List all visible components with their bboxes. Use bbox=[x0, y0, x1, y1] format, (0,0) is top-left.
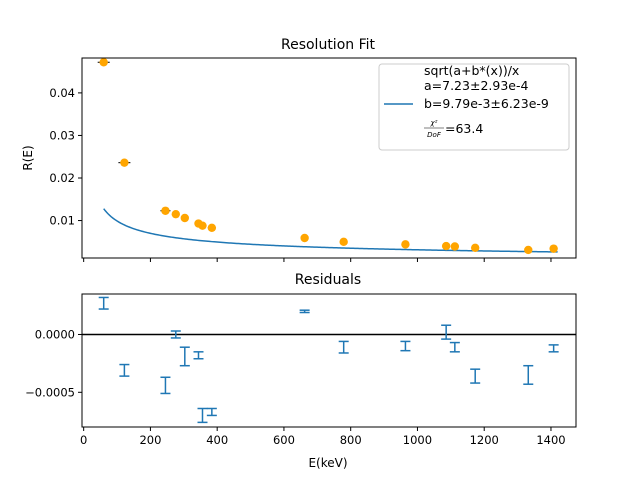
residuals-axes-frame bbox=[81, 293, 577, 428]
fit-y-axis-label: R(E) bbox=[21, 145, 35, 170]
residuals-x-tick-label: 0 bbox=[80, 433, 87, 447]
fit-y-tick-label: 0.02 bbox=[49, 171, 75, 185]
fit-legend: sqrt(a+b*(x))/x a=7.23±2.93e-4 b=9.79e-3… bbox=[378, 63, 570, 151]
measurement-point bbox=[450, 242, 460, 251]
residuals-title: Residuals bbox=[295, 272, 361, 288]
residuals-panel: Residuals E(keV) 0.0000 −0.0005 0 200 400 60… bbox=[25, 272, 577, 470]
measurement-point bbox=[99, 58, 108, 67]
measurement-point bbox=[441, 241, 451, 251]
measurement-point bbox=[300, 233, 309, 243]
measurement-point bbox=[470, 243, 480, 252]
measurement-point bbox=[401, 240, 410, 249]
measurement-point bbox=[549, 244, 558, 253]
residuals-x-axis-label: E(keV) bbox=[308, 456, 347, 470]
residuals-y-tick-label: 0.0000 bbox=[35, 327, 75, 341]
residuals-x-tick-label: 600 bbox=[273, 433, 295, 447]
measurement-point bbox=[198, 221, 207, 230]
residuals-x-tick-label: 800 bbox=[340, 433, 362, 447]
legend-param-a: a=7.23±2.93e-4 bbox=[424, 78, 528, 93]
fit-curve-line bbox=[103, 208, 558, 253]
measurement-point bbox=[120, 158, 129, 167]
legend-chi-value: =63.4 bbox=[445, 121, 483, 136]
measurement-point bbox=[171, 209, 180, 219]
legend-box bbox=[378, 63, 570, 151]
fit-y-tick-label: 0.04 bbox=[49, 86, 75, 100]
residuals-x-tick-label: 400 bbox=[206, 433, 228, 447]
legend-chi-denominator: DoF bbox=[427, 131, 442, 139]
measurement-point bbox=[161, 206, 170, 215]
measurement-point bbox=[339, 237, 348, 247]
residuals-x-tick-label: 1000 bbox=[403, 433, 432, 447]
legend-chi-numerator: χ² bbox=[430, 119, 438, 127]
residuals-y-tick-label: −0.0005 bbox=[25, 385, 75, 399]
residuals-x-tick-label: 200 bbox=[139, 433, 161, 447]
measurement-point bbox=[180, 213, 190, 223]
residuals-x-ticks: 0 200 400 600 800 1000 1200 1400 bbox=[80, 427, 566, 447]
residuals-y-ticks: 0.0000 −0.0005 bbox=[25, 327, 82, 399]
fit-y-ticks: 0.01 0.02 0.03 0.04 bbox=[49, 86, 82, 228]
legend-param-b: b=9.79e-3±6.23e-9 bbox=[424, 96, 549, 111]
fit-panel: Resolution Fit R(E) 0.01 0.02 0.03 0.04 sqr… bbox=[21, 37, 577, 262]
fit-curve-layer bbox=[103, 208, 558, 253]
residuals-x-tick-label: 1200 bbox=[470, 433, 499, 447]
fit-y-tick-label: 0.03 bbox=[49, 128, 75, 142]
measurement-points-layer bbox=[97, 58, 558, 255]
fit-y-tick-label: 0.01 bbox=[49, 214, 75, 228]
legend-formula: sqrt(a+b*(x))/x bbox=[424, 63, 519, 78]
measurement-point bbox=[524, 245, 533, 255]
fit-axes-frame bbox=[81, 57, 577, 259]
fit-title: Resolution Fit bbox=[281, 37, 376, 53]
residuals-x-tick-label: 1400 bbox=[536, 433, 565, 447]
residual-errorbars-layer bbox=[98, 296, 559, 424]
measurement-point bbox=[207, 223, 217, 232]
fit-x-ticks bbox=[83, 258, 552, 262]
